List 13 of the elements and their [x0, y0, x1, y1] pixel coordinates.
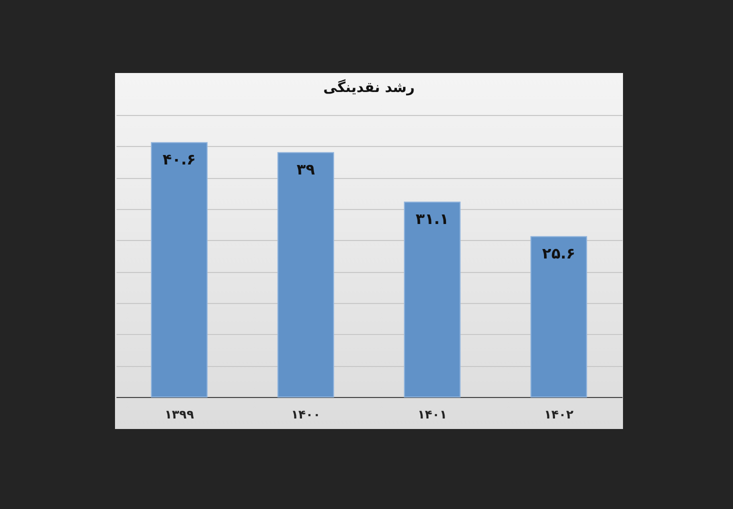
x-tick-label: ۱۴۰۰	[291, 408, 320, 422]
data-label: ۳۹	[296, 160, 315, 179]
bar	[530, 236, 588, 398]
bar	[277, 152, 334, 398]
x-tick-label: ۱۴۰۲	[544, 408, 574, 422]
x-tick-label: ۱۳۹۹	[164, 408, 195, 422]
data-label: ۳۱.۱	[416, 210, 449, 228]
data-label: ۴۰.۶	[162, 150, 196, 169]
chart-title: رشد نقدینگی	[323, 79, 415, 96]
x-tick-label: ۱۴۰۱	[418, 408, 447, 422]
data-label: ۲۵.۶	[542, 244, 576, 263]
bar	[150, 142, 208, 398]
bar	[404, 202, 461, 398]
